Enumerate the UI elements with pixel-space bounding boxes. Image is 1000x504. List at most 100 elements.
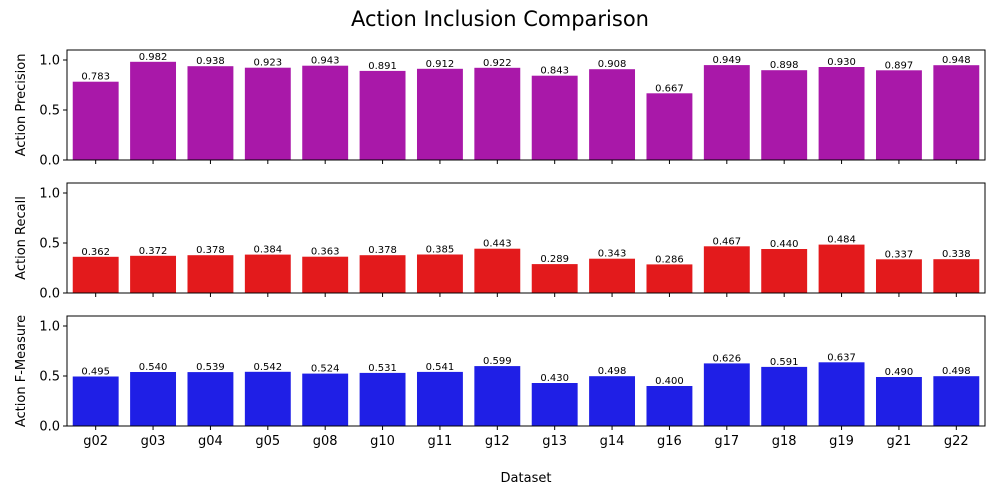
bar-1-g03 — [130, 255, 177, 293]
y-tick-label-1-1.0: 1.0 — [39, 187, 60, 202]
bar-2-g03 — [130, 372, 177, 426]
data-label-0-g02: 0.783 — [81, 72, 110, 83]
data-label-1-g22: 0.338 — [942, 249, 971, 260]
bar-2-g14 — [589, 376, 636, 426]
bar-1-g14 — [589, 258, 636, 293]
x-tick-label-g10: g10 — [370, 434, 395, 449]
data-label-1-g19: 0.484 — [827, 235, 856, 246]
y-tick-label-1-0.5: 0.5 — [39, 237, 60, 252]
x-tick-label-g21: g21 — [887, 434, 912, 449]
data-label-1-g18: 0.440 — [770, 239, 799, 250]
bar-1-g05 — [244, 254, 291, 293]
x-tick-label-g16: g16 — [657, 434, 682, 449]
panel-1: 0.362 0.372 0.378 0.384 0.363 0.378 0.385 0.443… — [14, 182, 986, 302]
data-label-2-g13: 0.430 — [540, 373, 569, 384]
x-tick-label-g11: g11 — [428, 434, 453, 449]
x-tick-label-g12: g12 — [485, 434, 510, 449]
data-label-0-g13: 0.843 — [540, 66, 569, 77]
bar-2-g21 — [875, 377, 922, 426]
bar-1-g11 — [416, 254, 463, 293]
bar-0-g02 — [72, 81, 119, 160]
data-label-0-g11: 0.912 — [426, 59, 455, 70]
data-label-1-g05: 0.384 — [253, 245, 282, 256]
x-tick-label-g17: g17 — [714, 434, 739, 449]
x-tick-label-g22: g22 — [944, 434, 969, 449]
data-label-2-g10: 0.531 — [368, 363, 397, 374]
data-label-0-g19: 0.930 — [827, 57, 856, 68]
panel-frame-0 — [66, 49, 986, 161]
y-axis-title-2: Action F-Measure — [14, 315, 29, 427]
data-label-0-g17: 0.949 — [712, 55, 741, 66]
bar-2-g16 — [646, 386, 693, 426]
data-label-0-g10: 0.891 — [368, 61, 397, 72]
bar-2-g17 — [703, 363, 750, 426]
bar-0-g08 — [302, 65, 349, 160]
bar-1-g13 — [531, 264, 578, 293]
bar-2-g04 — [187, 372, 234, 426]
data-label-0-g03: 0.982 — [139, 52, 168, 63]
y-tick-label-0-1.0: 1.0 — [39, 54, 60, 69]
bar-2-g11 — [416, 371, 463, 426]
data-label-1-g12: 0.443 — [483, 239, 512, 250]
bar-1-g22 — [933, 259, 980, 293]
data-label-2-g16: 0.400 — [655, 376, 684, 387]
bar-0-g04 — [187, 66, 234, 160]
bar-2-g10 — [359, 372, 406, 426]
bar-0-g10 — [359, 70, 406, 160]
y-tick-label-1-0.0: 0.0 — [39, 287, 60, 302]
data-label-0-g22: 0.948 — [942, 55, 971, 66]
x-axis-title: Dataset — [501, 471, 552, 486]
data-label-0-g08: 0.943 — [311, 56, 340, 67]
x-tick-label-g04: g04 — [198, 434, 223, 449]
data-label-1-g04: 0.378 — [196, 245, 225, 256]
bar-1-g10 — [359, 255, 406, 293]
data-label-2-g14: 0.498 — [598, 366, 627, 377]
data-label-2-g22: 0.498 — [942, 366, 971, 377]
y-axis-title-0: Action Precision — [14, 54, 29, 157]
bar-2-g05 — [244, 371, 291, 426]
panel-frame-1 — [66, 182, 986, 294]
y-tick-label-2-0.5: 0.5 — [39, 370, 60, 385]
bar-1-g18 — [761, 249, 808, 293]
bar-0-g13 — [531, 75, 578, 160]
bar-2-g13 — [531, 383, 578, 426]
x-tick-label-g03: g03 — [141, 434, 166, 449]
data-label-1-g16: 0.286 — [655, 254, 684, 265]
bar-0-g11 — [416, 68, 463, 160]
data-label-2-g18: 0.591 — [770, 357, 799, 368]
data-label-2-g17: 0.626 — [712, 353, 741, 364]
bar-0-g18 — [761, 70, 808, 160]
data-label-1-g21: 0.337 — [885, 249, 914, 260]
data-label-2-g03: 0.540 — [139, 362, 168, 373]
data-label-2-g11: 0.541 — [426, 362, 455, 373]
data-label-1-g14: 0.343 — [598, 249, 627, 260]
x-tick-label-g08: g08 — [313, 434, 338, 449]
bar-2-g02 — [72, 376, 119, 426]
x-tick-label-g14: g14 — [600, 434, 625, 449]
bar-1-g08 — [302, 256, 349, 293]
bar-0-g12 — [474, 67, 521, 160]
bar-2-g18 — [761, 366, 808, 426]
data-label-1-g08: 0.363 — [311, 247, 340, 258]
x-tick-label-g18: g18 — [772, 434, 797, 449]
data-label-0-g14: 0.908 — [598, 59, 627, 70]
data-label-2-g02: 0.495 — [81, 367, 110, 378]
bar-0-g03 — [130, 61, 177, 160]
bar-0-g22 — [933, 65, 980, 160]
data-label-0-g12: 0.922 — [483, 58, 512, 69]
y-tick-label-0-0.5: 0.5 — [39, 104, 60, 119]
data-label-1-g11: 0.385 — [426, 245, 455, 256]
bar-1-g19 — [818, 244, 865, 293]
bar-2-g22 — [933, 376, 980, 426]
bar-2-g08 — [302, 373, 349, 426]
chart-title: Action Inclusion Comparison — [351, 7, 649, 31]
panel-2: 0.495 0.540 0.539 0.542 0.524 0.531 0.541 0.599… — [14, 315, 986, 449]
bar-0-g16 — [646, 93, 693, 160]
bar-1-g17 — [703, 246, 750, 293]
data-label-2-g08: 0.524 — [311, 364, 340, 375]
y-tick-label-2-0.0: 0.0 — [39, 420, 60, 435]
bar-1-g04 — [187, 255, 234, 293]
bar-1-g16 — [646, 264, 693, 293]
bar-0-g19 — [818, 67, 865, 160]
bar-1-g02 — [72, 256, 119, 293]
